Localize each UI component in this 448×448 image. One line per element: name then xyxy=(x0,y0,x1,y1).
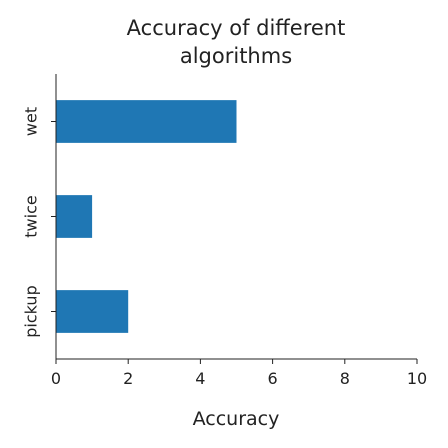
chart-title-line-1: Accuracy of different xyxy=(127,16,346,40)
y-tick-label-wet: wet xyxy=(22,107,41,136)
x-tick-label-0: 0 xyxy=(51,369,61,388)
y-tick-label-pickup: pickup xyxy=(22,285,41,337)
x-tick-label-4: 4 xyxy=(195,369,205,388)
bar-pickup xyxy=(56,290,129,333)
x-tick-label-6: 6 xyxy=(268,369,278,388)
chart-title-line-2: algorithms xyxy=(180,44,292,68)
y-tick-label-twice: twice xyxy=(22,195,41,237)
x-tick-label-10: 10 xyxy=(407,369,427,388)
y-axis-ticks: wet twice pickup xyxy=(22,107,56,338)
x-tick-label-8: 8 xyxy=(340,369,350,388)
bars-group xyxy=(56,100,237,333)
bar-twice xyxy=(56,195,93,238)
bar-wet xyxy=(56,100,237,143)
x-axis-label: Accuracy xyxy=(193,408,280,430)
x-axis-ticks: 0 2 4 6 8 10 xyxy=(51,359,427,388)
x-tick-label-2: 2 xyxy=(123,369,133,388)
